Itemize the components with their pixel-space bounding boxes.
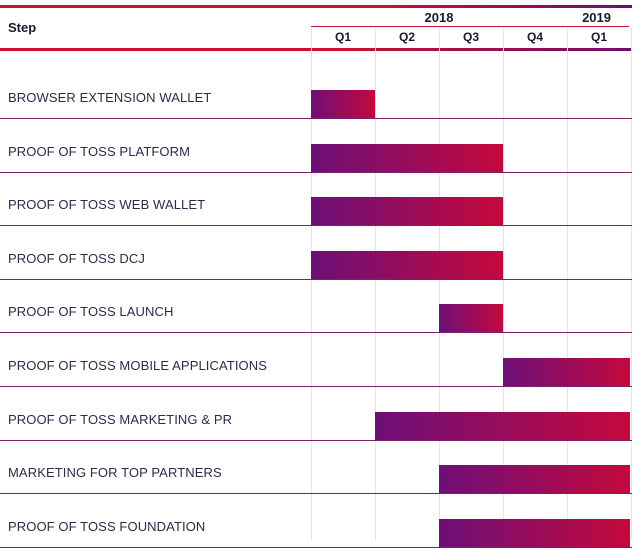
row-rule (0, 225, 632, 227)
task-label: MARKETING FOR TOP PARTNERS (8, 465, 222, 481)
quarter-label: Q2 (398, 30, 415, 44)
task-label: PROOF OF TOSS WEB WALLET (8, 197, 206, 213)
year-rule (311, 26, 567, 27)
task-label: PROOF OF TOSS MOBILE APPLICATIONS (8, 358, 268, 373)
row-rule (0, 332, 632, 334)
year-label: 2019 (582, 10, 611, 25)
header-rule (0, 48, 632, 51)
year-rule (567, 26, 629, 27)
grid-line (567, 28, 568, 540)
top-rule (0, 5, 632, 8)
quarter-label: Q3 (462, 30, 479, 44)
year-label: 2018 (424, 10, 454, 25)
task-label: PROOF OF TOSS LAUNCH (8, 304, 174, 320)
quarter-label: Q1 (590, 30, 607, 44)
task-bar (439, 304, 503, 333)
grid-line (439, 28, 440, 540)
grid-line (375, 28, 376, 540)
task-label: PROOF OF TOSS DCJ (8, 250, 146, 266)
task-label: PROOF OF TOSS MARKETING & PR (8, 411, 233, 427)
task-label: PROOF OF TOSS PLATFORM (8, 143, 191, 159)
row-rule (0, 493, 632, 495)
task-label: BROWSER EXTENSION WALLET (8, 90, 212, 105)
task-bar (311, 90, 375, 118)
task-bar (439, 465, 630, 494)
task-bar (375, 411, 630, 440)
task-bar (311, 197, 503, 226)
quarter-label: Q1 (334, 30, 351, 44)
row-rule (0, 386, 632, 387)
grid-line (631, 28, 632, 540)
row-rule (0, 171, 632, 173)
row-rule (0, 439, 632, 441)
step-column-header: Step (8, 20, 37, 35)
row-rule (0, 278, 632, 280)
row-rule (0, 118, 632, 119)
quarter-label: Q4 (526, 30, 543, 44)
task-label: PROOF OF TOSS FOUNDATION (8, 518, 206, 534)
task-bar (311, 143, 503, 172)
task-bar (503, 358, 630, 386)
task-bar (439, 518, 630, 547)
grid-line (311, 28, 312, 540)
grid-line (503, 28, 504, 540)
task-bar (311, 250, 503, 279)
